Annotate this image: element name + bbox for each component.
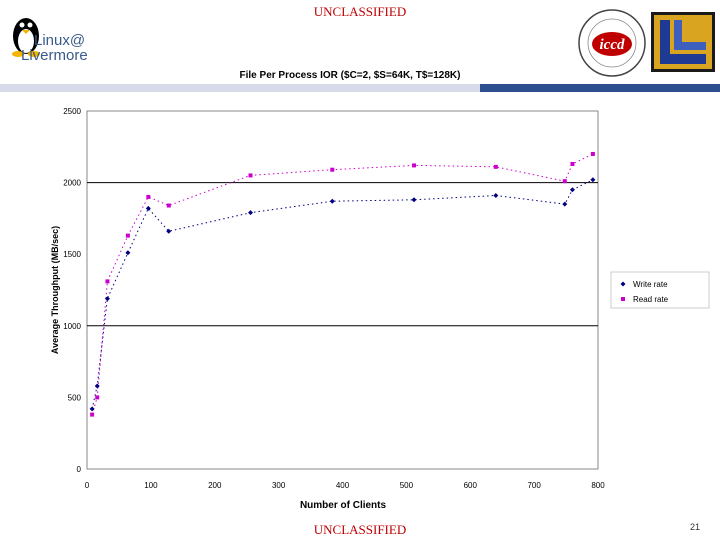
logo-line1: Linux@ [34, 32, 86, 49]
write-rate-point [569, 187, 575, 193]
write-rate-point [590, 177, 596, 183]
iccd-seal-logo: iccd [578, 9, 646, 77]
x-tick-label: 800 [591, 481, 605, 490]
llnl-logo [651, 12, 715, 72]
throughput-chart: File Per Process IOR ($C=2, $S=64K, T$=1… [50, 70, 710, 511]
header-divider [0, 84, 720, 92]
y-tick-label: 2500 [63, 107, 81, 116]
y-tick-label: 1000 [63, 322, 81, 331]
write-rate-point [125, 250, 131, 256]
y-tick-labels: 0 500 1000 1500 2000 2500 [63, 107, 81, 474]
read-rate-point [95, 395, 100, 400]
x-tick-label: 500 [400, 481, 414, 490]
x-tick-labels: 0 100 200 300 400 500 600 700 800 [85, 481, 605, 490]
x-tick-label: 300 [272, 481, 286, 490]
x-tick-label: 200 [208, 481, 222, 490]
plot-area [86, 110, 599, 470]
x-tick-label: 0 [85, 481, 90, 490]
y-tick-label: 0 [77, 465, 82, 474]
legend-read-marker [621, 297, 625, 301]
read-rate-point [493, 164, 498, 169]
legend-write-label: Write rate [633, 280, 668, 289]
read-rate-point [90, 412, 95, 417]
read-rate-point [146, 194, 151, 199]
linux-livermore-logo [12, 18, 40, 57]
read-rate-point [166, 203, 171, 208]
write-rate-point [493, 192, 499, 198]
read-rate-point [562, 179, 567, 184]
write-rate-point [89, 406, 95, 412]
gridlines [87, 182, 598, 327]
y-tick-label: 1500 [63, 250, 81, 259]
svg-text:iccd: iccd [600, 37, 625, 53]
data-points [89, 151, 596, 417]
write-rate-point [248, 210, 254, 216]
y-axis-label: Average Throughput (MB/sec) [50, 226, 60, 354]
top-classification: UNCLASSIFIED [313, 4, 407, 19]
x-tick-label: 100 [144, 481, 158, 490]
read-rate-point [570, 161, 575, 166]
read-rate-point [590, 151, 595, 156]
write-rate-point [104, 296, 110, 302]
bottom-classification: UNCLASSIFIED [313, 522, 407, 537]
logo-line2: Livermore [21, 47, 88, 64]
x-tick-label: 600 [464, 481, 478, 490]
write-rate-point [145, 205, 151, 211]
x-axis-label: Number of Clients [300, 500, 387, 511]
legend-write-marker [620, 281, 626, 287]
write-rate-point [562, 201, 568, 207]
header-divider-accent [480, 84, 720, 92]
write-rate-point [166, 228, 172, 234]
write-rate-point [411, 197, 417, 203]
legend-read-label: Read rate [633, 295, 669, 304]
penguin-icon [12, 18, 40, 57]
x-tick-label: 700 [527, 481, 541, 490]
chart-title: File Per Process IOR ($C=2, $S=64K, T$=1… [240, 70, 461, 81]
legend: Write rate Read rate [610, 271, 710, 309]
read-rate-point [412, 163, 417, 168]
read-rate-point [105, 279, 110, 284]
read-rate-point [248, 173, 253, 178]
read-rate-point [330, 167, 335, 172]
page-number: 21 [690, 522, 701, 532]
write-rate-point [329, 198, 335, 204]
y-tick-label: 2000 [63, 179, 81, 188]
y-tick-label: 500 [68, 393, 82, 402]
x-tick-label: 400 [336, 481, 350, 490]
write-rate-point [94, 383, 100, 389]
read-rate-point [125, 233, 130, 238]
